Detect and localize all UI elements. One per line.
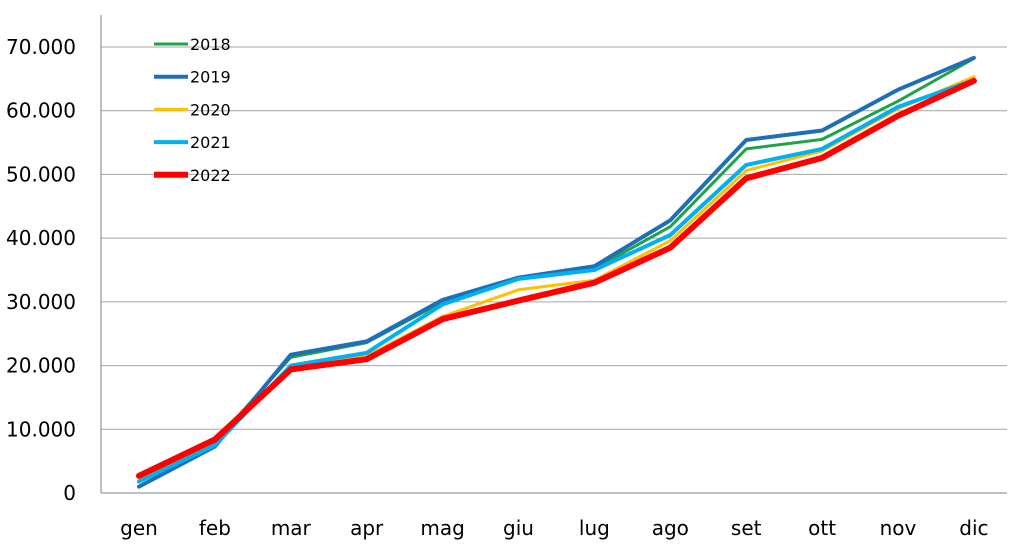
x-tick-label-ago: ago bbox=[652, 516, 689, 540]
y-tick-label-0: 0 bbox=[63, 481, 76, 505]
x-tick-label-mag: mag bbox=[420, 516, 464, 540]
x-tick-label-feb: feb bbox=[199, 516, 231, 540]
legend-label-2022: 2022 bbox=[190, 166, 231, 185]
x-tick-label-ott: ott bbox=[808, 516, 836, 540]
x-tick-label-giu: giu bbox=[503, 516, 534, 540]
series-line-2022 bbox=[136, 77, 977, 479]
series-line-2019 bbox=[137, 55, 976, 489]
legend-label-2019: 2019 bbox=[190, 68, 231, 87]
legend-label-2020: 2020 bbox=[190, 100, 231, 119]
y-tick-label-1: 10.000 bbox=[6, 417, 76, 441]
x-tick-label-mar: mar bbox=[271, 516, 312, 540]
x-tick-label-set: set bbox=[731, 516, 762, 540]
legend: 2018 2019 2020 2021 2022 bbox=[154, 35, 231, 185]
y-tick-label-4: 40.000 bbox=[6, 226, 76, 250]
x-tick-label-lug: lug bbox=[579, 516, 610, 540]
y-axis-tick-labels: 0 10.000 20.000 30.000 40.000 50.000 60.000 70.… bbox=[6, 35, 76, 505]
x-tick-label-dic: dic bbox=[959, 516, 988, 540]
y-tick-label-7: 70.000 bbox=[6, 35, 76, 59]
y-tick-label-5: 50.000 bbox=[6, 162, 76, 186]
series-line-2020 bbox=[137, 75, 976, 482]
legend-label-2018: 2018 bbox=[190, 35, 231, 54]
legend-label-2021: 2021 bbox=[190, 133, 231, 152]
x-axis-tick-labels: gen feb mar apr mag giu lug ago set ott nov dic bbox=[120, 516, 988, 540]
y-tick-label-2: 20.000 bbox=[6, 354, 76, 378]
y-tick-label-6: 60.000 bbox=[6, 99, 76, 123]
gridlines bbox=[101, 46, 1007, 430]
series-lines bbox=[136, 55, 977, 489]
x-tick-label-apr: apr bbox=[350, 516, 384, 540]
x-tick-label-gen: gen bbox=[120, 516, 158, 540]
axes bbox=[100, 15, 1007, 494]
y-tick-label-3: 30.000 bbox=[6, 290, 76, 314]
x-tick-label-nov: nov bbox=[880, 516, 917, 540]
